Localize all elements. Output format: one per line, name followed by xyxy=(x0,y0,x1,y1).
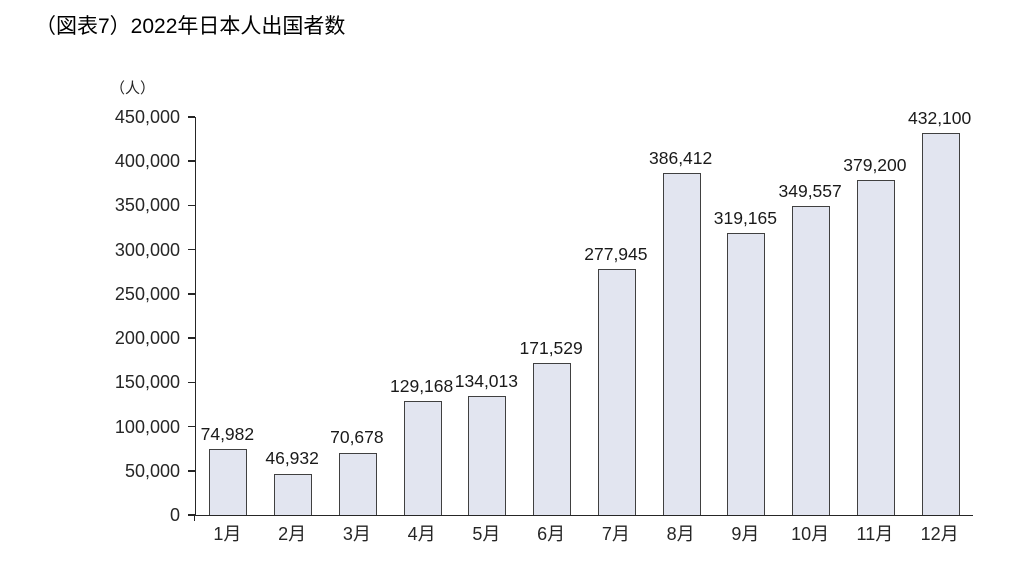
y-tick-mark xyxy=(188,514,195,516)
bar-value-label: 171,529 xyxy=(519,338,583,359)
y-tick-label: 50,000 xyxy=(124,460,180,481)
bar-value-label: 386,412 xyxy=(648,148,713,169)
bar xyxy=(533,363,572,515)
y-tick-mark xyxy=(188,293,195,295)
bar xyxy=(209,448,248,515)
y-tick-mark xyxy=(188,204,195,207)
bar xyxy=(727,232,766,515)
bar xyxy=(792,205,831,515)
bar-value-label: 432,100 xyxy=(907,107,972,128)
y-axis-unit-label: （人） xyxy=(109,80,155,97)
bar-value-label: 46,932 xyxy=(265,448,319,469)
bar-value-label: 319,165 xyxy=(713,207,778,228)
bar-value-label: 349,557 xyxy=(778,180,842,201)
x-axis-label: 1月 xyxy=(213,524,242,544)
y-tick-label: 100,000 xyxy=(114,416,180,437)
bar xyxy=(274,473,313,515)
x-axis-label: 3月 xyxy=(342,524,371,544)
x-axis-label: 10月 xyxy=(791,524,830,544)
y-tick-label: 200,000 xyxy=(114,328,180,349)
y-tick-mark xyxy=(188,381,195,384)
x-axis-label: 9月 xyxy=(731,524,760,544)
bar-value-label: 129,168 xyxy=(389,375,454,396)
chart-title: （図表7）2022年日本人出国者数 xyxy=(35,15,346,38)
x-axis-label: 12月 xyxy=(920,524,959,544)
x-axis-label: 11月 xyxy=(856,524,894,544)
y-tick-label: 350,000 xyxy=(114,195,180,216)
y-tick-mark xyxy=(188,337,195,339)
y-tick-label: 450,000 xyxy=(114,107,180,127)
x-axis-label: 8月 xyxy=(666,524,695,544)
bar-value-label: 277,945 xyxy=(584,244,648,265)
y-tick-label: 150,000 xyxy=(114,372,180,393)
y-tick-label: 250,000 xyxy=(114,283,180,304)
x-axis-label: 2月 xyxy=(278,524,307,544)
plot-area xyxy=(195,117,973,516)
x-axis-origin-tick xyxy=(193,515,195,521)
bar-value-label: 70,678 xyxy=(330,427,384,448)
x-axis-label: 6月 xyxy=(537,524,566,544)
bar-value-label: 74,982 xyxy=(200,423,255,444)
y-tick-label: 300,000 xyxy=(114,239,180,260)
bar xyxy=(921,132,960,515)
bar-value-label: 134,013 xyxy=(454,371,519,392)
bar xyxy=(856,179,895,515)
y-tick-label: 400,000 xyxy=(114,151,180,172)
bar xyxy=(597,269,636,515)
x-axis-label: 5月 xyxy=(472,524,501,544)
bar-value-label: 379,200 xyxy=(843,154,907,175)
y-tick-mark xyxy=(188,248,195,251)
bar xyxy=(468,396,507,515)
y-tick-mark xyxy=(188,470,195,472)
bar xyxy=(338,452,377,515)
bar xyxy=(662,173,701,515)
y-tick-label: 0 xyxy=(169,505,180,525)
y-tick-mark xyxy=(188,116,195,118)
bar xyxy=(403,400,442,515)
y-tick-mark xyxy=(188,160,195,162)
y-tick-mark xyxy=(188,425,195,428)
x-axis-label: 4月 xyxy=(407,524,436,544)
x-axis-label: 7月 xyxy=(601,524,630,544)
